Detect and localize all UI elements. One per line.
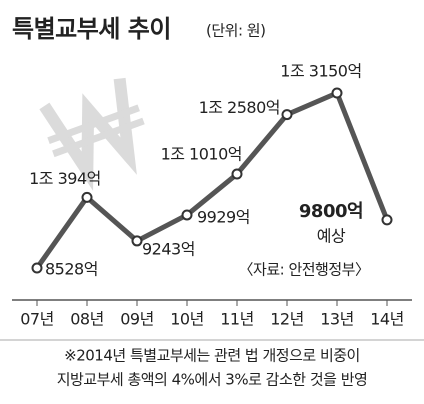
x-tick-label: 07년	[20, 310, 54, 329]
value-label: 9800억	[299, 201, 363, 222]
value-label: 1조 3150억	[280, 62, 361, 81]
footnote: 지방교부세 총액의 4%에서 3%로 감소한 것을 반영	[57, 371, 368, 389]
value-label: 8528억	[45, 260, 98, 279]
x-tick-label: 11년	[220, 310, 254, 329]
point	[131, 235, 143, 247]
x-tick-label: 08년	[70, 310, 104, 329]
x-tick-label: 13년	[320, 310, 354, 329]
point	[31, 262, 43, 274]
x-tick-label: 12년	[270, 310, 304, 329]
point	[381, 214, 393, 226]
point	[81, 191, 93, 203]
point	[181, 209, 193, 221]
chart-subtitle: (단위: 원)	[206, 22, 265, 40]
line	[34, 90, 390, 270]
source: 〈자료: 안전행정부〉	[239, 261, 370, 279]
point	[281, 109, 293, 121]
x-tick-label: 10년	[170, 310, 204, 329]
value-label: 1조 2580억	[199, 98, 280, 117]
won-bar	[52, 117, 145, 158]
value-label: 9243억	[142, 239, 195, 258]
footnote: ※2014년 특별교부세는 관련 법 개정으로 비중이	[64, 347, 360, 365]
won-bar	[47, 104, 140, 144]
annotation: 예상	[317, 226, 346, 245]
point	[331, 87, 343, 99]
x-tick-label: 14년	[370, 310, 404, 329]
won-icon	[39, 77, 145, 191]
point	[231, 168, 243, 180]
value-label: 9929억	[197, 207, 250, 226]
chart-title: 특별교부세 추이	[12, 15, 171, 43]
won-shape	[39, 77, 137, 191]
value-label: 1조 1010억	[161, 145, 242, 164]
x-tick-label: 09년	[120, 310, 154, 329]
value-label: 1조 394억	[29, 169, 101, 188]
